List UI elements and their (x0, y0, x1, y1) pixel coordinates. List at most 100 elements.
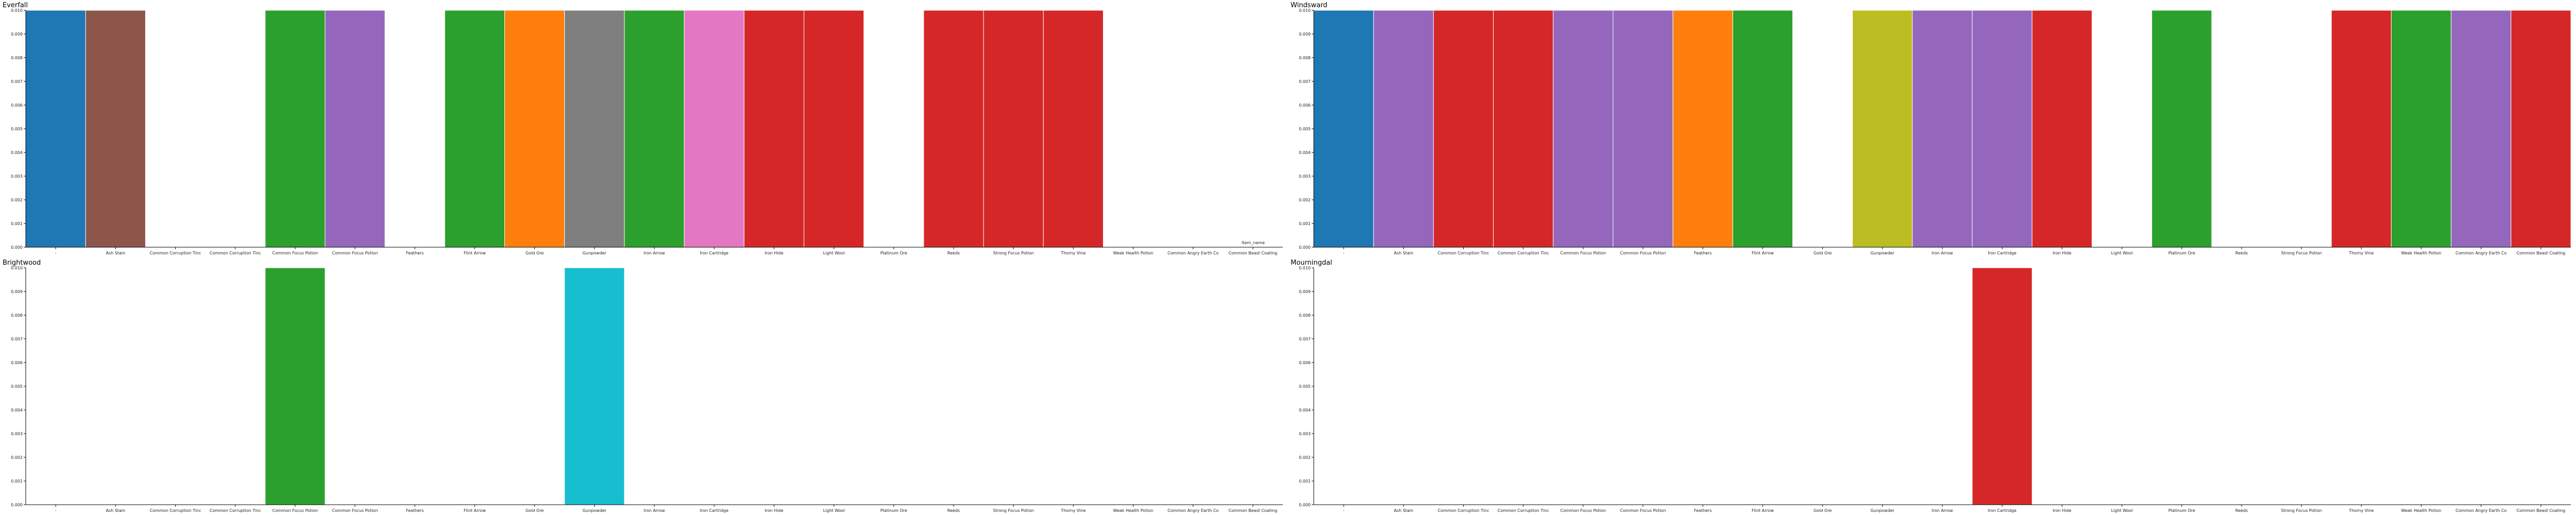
bar-3 (1493, 10, 1554, 248)
x-tick-label: Common Corruption Tinc (1498, 508, 1549, 513)
x-tick-label: Flint Arrow (1752, 251, 1774, 255)
x-tick-label: Weak Health Potion (1113, 251, 1154, 255)
bar-1 (85, 10, 146, 248)
y-tick-label: 0.003 (1299, 174, 1311, 179)
y-tick-label: 0.004 (1299, 408, 1311, 413)
y-tick-label: 0.006 (11, 103, 23, 108)
x-tick-label: Iron Hide (2053, 251, 2071, 255)
x-tick-label: Feathers (1694, 251, 1712, 255)
x-tick-label: Reeds (947, 251, 960, 255)
x-tick-label: Iron Hide (765, 508, 783, 513)
x-tick-label: Thorny Vine (2348, 508, 2374, 513)
x-tick-label: Gunpowder (1871, 508, 1895, 513)
x-tick-label: Iron Cartridge (700, 508, 728, 513)
y-tick-label: 0.007 (11, 79, 23, 84)
y-tick-label: 0.002 (11, 455, 23, 460)
x-tick-label: Weak Health Potion (2401, 251, 2442, 255)
bar-7 (1732, 10, 1793, 248)
y-tick-label: 0.004 (11, 408, 23, 413)
x-tick-label: Gold Ore (526, 251, 544, 255)
bar-17 (1043, 10, 1104, 248)
chart-title: Windsward (1291, 2, 1327, 9)
y-tick-label: 0.002 (1299, 198, 1311, 202)
x-tick-label: Light Wool (2111, 508, 2133, 513)
x-tick-label: Iron Hide (2053, 508, 2071, 513)
x-tick-label: Ash Stain (1394, 508, 1413, 513)
x-tick-label: Common Focus Potion (272, 251, 318, 255)
y-tick-label: 0.002 (1299, 455, 1311, 460)
x-tick-label: Light Wool (823, 508, 845, 513)
x-tick-label: Feathers (406, 251, 424, 255)
x-tick-label: Iron Arrow (1931, 508, 1953, 513)
y-tick-label: 0.008 (11, 313, 23, 318)
y-tick-label: 0.009 (11, 289, 23, 294)
y-tick-label: 0.010 (11, 266, 23, 270)
bar-5 (325, 10, 385, 248)
x-tick-label: Weak Health Potion (1113, 508, 1154, 513)
x-tick-label: Feathers (406, 508, 424, 513)
x-tick-label: Iron Arrow (1931, 251, 1953, 255)
bar-12 (2031, 10, 2092, 248)
x-tick-label: Common Beast Coating (2517, 251, 2566, 255)
x-tick-label: Reeds (2235, 251, 2248, 255)
y-tick-label: 0.000 (1299, 245, 1311, 250)
y-tick-label: 0.007 (11, 337, 23, 341)
bar-15 (923, 10, 984, 248)
y-tick-label: 0.007 (1299, 79, 1311, 84)
x-tick-label: - (55, 508, 57, 513)
x-tick-label: Iron Hide (765, 251, 783, 255)
y-tick-label: 0.009 (1299, 289, 1311, 294)
x-tick-label: Common Focus Potion (332, 508, 378, 513)
y-tick-label: 0.005 (11, 384, 23, 389)
x-tick-label: Common Focus Potion (272, 508, 318, 513)
x-tick-label: - (1343, 508, 1345, 513)
x-tick-label: Iron Cartridge (700, 251, 728, 255)
x-tick-label: - (55, 251, 57, 255)
y-tick-label: 0.010 (11, 8, 23, 13)
y-tick-label: 0.001 (11, 221, 23, 226)
y-tick-label: 0.006 (1299, 103, 1311, 108)
y-tick-label: 0.008 (1299, 313, 1311, 318)
y-tick-label: 0.009 (1299, 32, 1311, 37)
x-tick-label: Common Corruption Tinc (150, 508, 201, 513)
bar-20 (2511, 10, 2571, 248)
x-tick-label: Gunpowder (583, 251, 607, 255)
x-tick-label: Gunpowder (1871, 251, 1895, 255)
x-tick-label: Strong Focus Potion (993, 508, 1034, 513)
chart-panel-0: Everfall 0.000 0.001 0.002 0.003 0.004 0.005 0.… (3, 2, 1283, 255)
bar-2 (1433, 10, 1494, 248)
y-tick-label: 0.000 (1299, 503, 1311, 507)
x-tick-label: Thorny Vine (1060, 508, 1086, 513)
bar-11 (1972, 10, 2032, 248)
y-tick-label: 0.005 (11, 127, 23, 131)
bar-18 (2391, 10, 2452, 248)
x-tick-label: Common Focus Potion (332, 251, 378, 255)
x-tick-label: Flint Arrow (1752, 508, 1774, 513)
chart-title: Everfall (3, 2, 28, 9)
bar-9 (1852, 10, 1913, 248)
x-tick-label: Reeds (2235, 508, 2248, 513)
x-tick-label: Common Angry Earth Co (1167, 508, 1218, 513)
x-tick-label: Platinum Ore (880, 251, 907, 255)
y-tick-label: 0.007 (1299, 337, 1311, 341)
y-tick-label: 0.010 (1299, 8, 1311, 13)
x-tick-label: Common Angry Earth Co (2455, 251, 2506, 255)
bar-17 (2331, 10, 2392, 248)
x-tick-label: Iron Cartridge (1988, 251, 2016, 255)
x-tick-label: Common Focus Potion (1560, 508, 1606, 513)
bar-4 (265, 267, 326, 505)
x-tick-label: Flint Arrow (464, 508, 486, 513)
x-tick-label: Light Wool (823, 251, 845, 255)
x-tick-label: Common Beast Coating (2517, 508, 2566, 513)
x-tick-label: Common Corruption Tinc (1438, 251, 1489, 255)
x-tick-label: Common Beast Coating (1229, 251, 1278, 255)
x-tick-label: Gold Ore (1814, 508, 1832, 513)
x-tick-label: Iron Cartridge (1988, 508, 2016, 513)
y-tick-label: 0.001 (11, 479, 23, 484)
bar-11 (684, 10, 744, 248)
x-tick-label: Common Corruption Tinc (210, 508, 261, 513)
x-tick-label: Strong Focus Potion (2281, 251, 2322, 255)
y-tick-label: 0.002 (11, 198, 23, 202)
bar-0 (1313, 10, 1374, 248)
